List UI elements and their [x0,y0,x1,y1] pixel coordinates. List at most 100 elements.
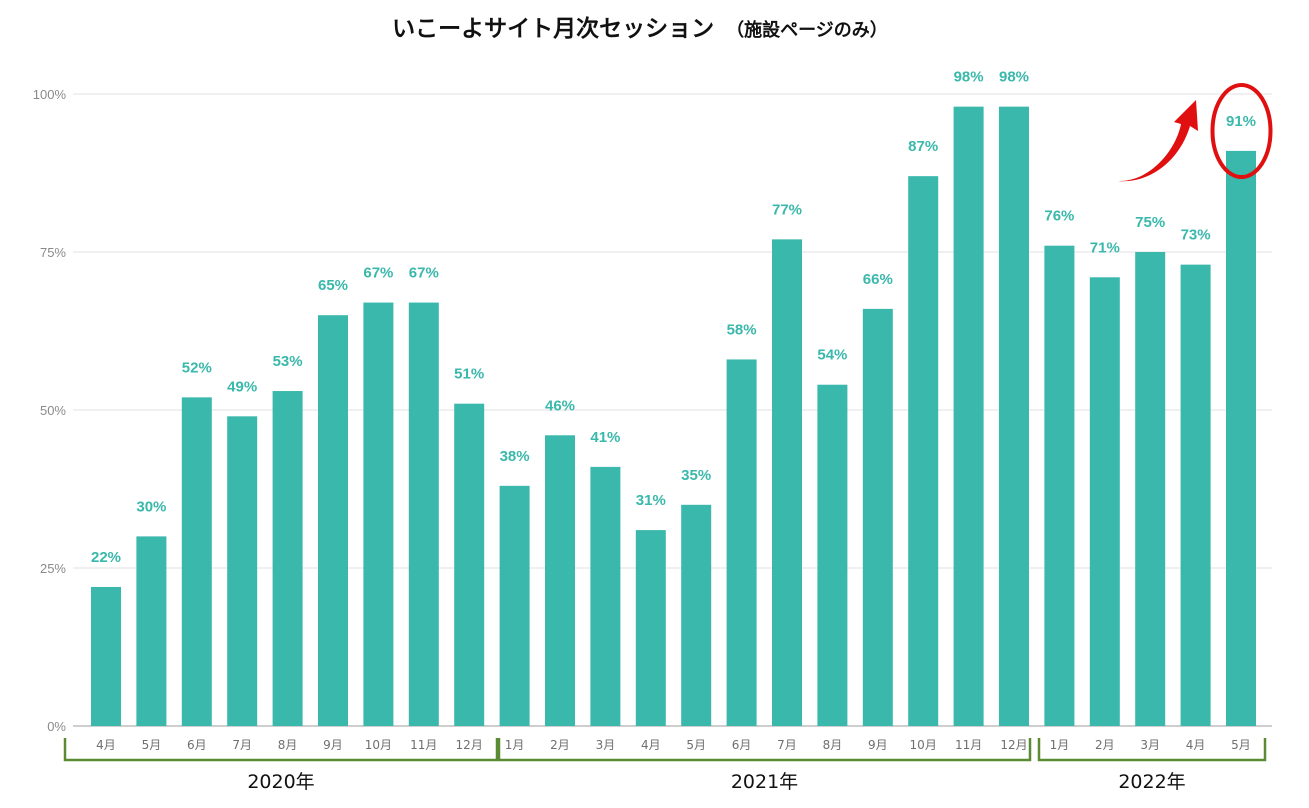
x-tick-label: 3月 [596,738,616,752]
x-tick-label: 2月 [550,738,570,752]
data-label: 98% [999,69,1029,86]
x-tick-label: 4月 [641,738,661,752]
bar [999,106,1029,726]
x-tick-label: 10月 [910,738,937,752]
x-tick-label: 4月 [96,738,116,752]
bars [91,106,1256,727]
x-tick-label: 7月 [777,738,797,752]
bar [408,302,439,726]
bar [1180,264,1211,726]
x-tick-label: 7月 [232,738,252,752]
data-label: 58% [727,321,757,338]
bar [136,536,167,726]
x-tick-label: 1月 [1050,738,1070,752]
bar [318,315,348,726]
x-tick-label: 6月 [732,738,752,752]
x-tick-label: 12月 [1000,738,1027,752]
bar [454,403,485,726]
data-label: 54% [817,347,847,364]
highlight-arrow [1118,100,1198,182]
y-tick-label: 0% [47,719,66,734]
bar [545,435,575,726]
bar [91,586,121,726]
data-label: 91% [1226,113,1256,130]
data-label: 41% [590,429,620,446]
bar [908,176,939,726]
year-bracket [497,738,1032,762]
bar [1089,277,1120,726]
year-label: 2020年 [247,771,314,793]
x-tick-label: 4月 [1186,738,1206,752]
bar [1226,150,1256,726]
year-groups: 2020年 2021年 2022年 [63,738,1267,793]
x-tick-labels: 4月 5月 6月 7月 8月 9月 10月 11月 12月 1月 2月 3月 4月 5月 6月 7月 8月 9月 1… [96,738,1251,752]
x-tick-label: 11月 [410,738,437,752]
bar [499,485,530,726]
data-label: 76% [1044,208,1074,225]
x-tick-label: 1月 [505,738,525,752]
x-tick-label: 12月 [456,738,483,752]
bar [590,466,621,726]
highlight-annotation [1118,83,1273,182]
x-tick-label: 3月 [1140,738,1160,752]
x-tick-label: 8月 [823,738,843,752]
x-tick-label: 9月 [323,738,343,752]
data-label: 30% [136,498,166,515]
data-label: 66% [863,271,893,288]
bar [1044,245,1075,726]
x-tick-label: 2月 [1095,738,1115,752]
year-bracket [63,738,499,762]
data-label: 51% [454,366,484,383]
bar [772,239,802,727]
data-label: 52% [182,359,212,376]
data-labels: 22% 30% 52% 49% 53% 65% 67% 67% 51% 38% 46% 41% 31% 3… [91,69,1256,566]
year-bracket [1037,738,1267,762]
bar [181,397,212,726]
chart-title: いこーよサイト月次セッション （施設ページのみ） [392,15,888,42]
data-label: 65% [318,277,348,294]
data-label: 53% [273,353,303,370]
y-tick-label: 25% [40,561,66,576]
year-label: 2021年 [731,771,798,793]
data-label: 73% [1181,227,1211,244]
data-label: 31% [636,492,666,509]
bar [862,308,893,726]
y-tick-label: 50% [40,403,66,418]
data-label: 22% [91,549,121,566]
bar [1135,252,1166,726]
highlight-circle [1210,83,1273,179]
data-label: 98% [954,69,984,86]
data-label: 38% [500,448,530,465]
x-tick-label: 8月 [278,738,298,752]
bar [363,302,394,726]
data-label: 77% [772,201,802,218]
bar [272,391,303,726]
x-tick-label: 10月 [365,738,392,752]
bar [227,416,258,726]
y-tick-label: 75% [40,245,66,260]
chart-title-main: いこーよサイト月次セッション [392,15,714,42]
chart-subtitle: （施設ページのみ） [726,19,888,41]
x-tick-label: 11月 [955,738,982,752]
bar [953,106,984,726]
y-tick-label: 100% [33,87,67,102]
data-label: 75% [1135,214,1165,231]
x-tick-label: 5月 [142,738,162,752]
x-tick-label: 9月 [868,738,888,752]
bar [681,504,712,726]
year-label: 2022年 [1118,771,1185,793]
x-tick-label: 6月 [187,738,207,752]
data-label: 71% [1090,239,1120,256]
data-label: 67% [363,265,393,282]
bar [817,384,848,726]
bar [726,359,757,726]
bar [635,530,666,726]
data-label: 46% [545,397,575,414]
data-label: 35% [681,467,711,484]
data-label: 49% [227,378,257,395]
x-tick-label: 5月 [1231,738,1251,752]
data-label: 87% [908,138,938,155]
data-label: 67% [409,265,439,282]
x-tick-label: 5月 [686,738,706,752]
